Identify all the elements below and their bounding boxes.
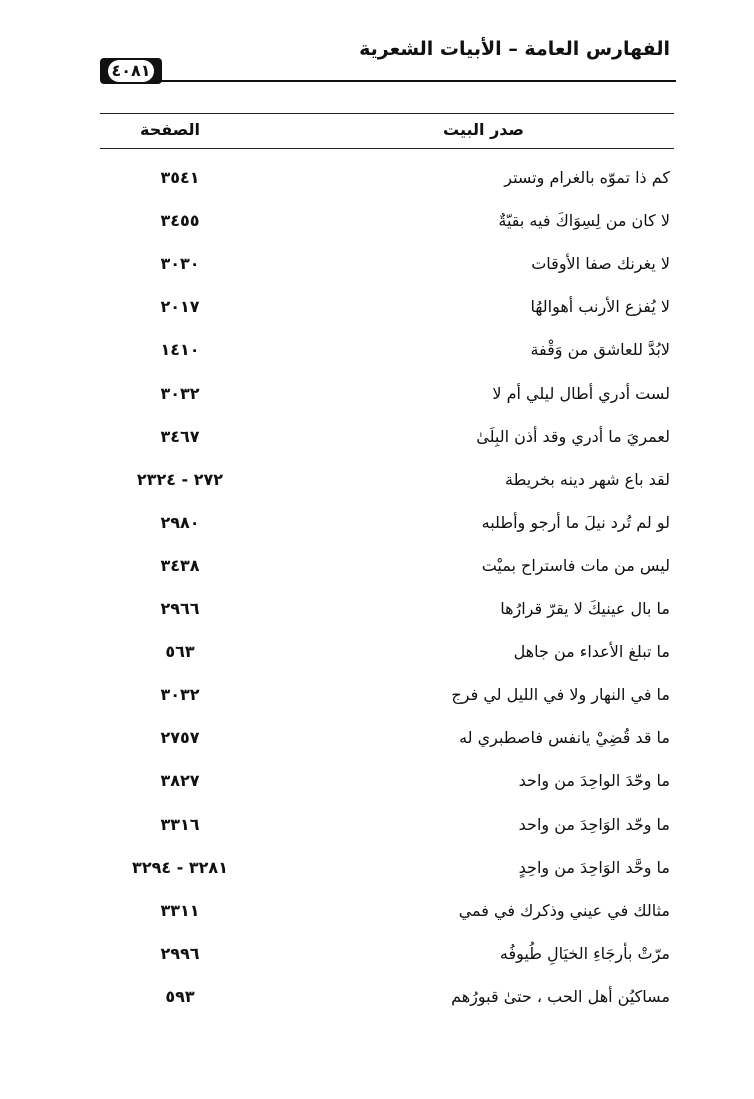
page-reference: ٣٤٣٨ [160,555,200,575]
page-reference: ٢٠١٧ [160,297,200,317]
table-row: ما بال عينيكَ لا يقرّ قرارُها ٢٩٦٦ [100,594,670,624]
page-number: ٤٠٨١ [108,60,154,82]
page-reference: ٣٢٨١ - ٣٢٩٤ [132,857,228,877]
table-top-rule [100,113,674,114]
verse-opening: مثالك في عيني وذكرك في فمي [458,900,670,920]
page-reference: ٣٤٥٥ [160,211,200,231]
page-reference: ٣٨٢٧ [160,771,200,791]
page-reference: ٣٠٣٢ [160,383,200,403]
verse-opening: كم ذا تموّه بالغرام وتستر [504,168,670,187]
table-row: ما وحّدَ الواحِدَ من واحد ٣٨٢٧ [100,766,670,796]
header-rule [160,80,676,82]
page-reference: ٣٤٦٧ [160,426,200,446]
verse-opening: مرّتْ بأرجَاءِ الخيَالِ طُيوفُه [499,943,670,963]
verse-opening: لقد باع شهر دينه بخريطة [505,469,670,489]
table-row: ما وحّد الوَاحِدَ من واحد ٣٣١٦ [100,810,670,840]
verse-opening: لابُدَّ للعاشق من وَقْفة [530,340,670,360]
page-reference: ٥٦٣ [165,642,195,662]
verse-opening: ما وحَّد الوَاحِدَ من واحِدٍ [518,857,670,877]
verse-opening: لا يغرنك صفا الأوقات [531,254,670,274]
verse-opening: لو لم تُرد نيلَ ما أرجو وأطلبه [481,512,670,532]
verse-opening: لعمريَ ما أدري وقد أذن البِلَىٰ [476,426,670,446]
page-reference: ٢٧٢ - ٢٣٢٤ [136,469,224,489]
table-row: لا يُفزع الأرنب أهوالهُا ٢٠١٧ [100,292,670,322]
table-row: لعمريَ ما أدري وقد أذن البِلَىٰ ٣٤٦٧ [100,422,670,452]
verse-opening: ما في النهار ولا في الليل لي فرج [451,685,670,705]
table-row: لقد باع شهر دينه بخريطة ٢٧٢ - ٢٣٢٤ [100,465,670,495]
page-reference: ٣٠٣٠ [160,254,200,274]
table-row: ما قد قُضِيْ يانفس فاصطبري له ٢٧٥٧ [100,723,670,753]
running-header-title: الفهارس العامة – الأبيات الشعرية [359,38,670,60]
page-reference: ٥٩٣ [165,986,195,1006]
page-reference: ٢٩٩٦ [160,943,200,963]
table-row: لا كان من لِسِوَاكَ فيه بقيّةٌ ٣٤٥٥ [100,206,670,236]
page-reference: ٢٩٨٠ [160,512,200,532]
verse-opening: ما قد قُضِيْ يانفس فاصطبري له [459,728,670,748]
table-row: ليس من مات فاستراح بميْت ٣٤٣٨ [100,551,670,581]
verse-opening: لا كان من لِسِوَاكَ فيه بقيّةٌ [498,211,670,231]
table-row: ما وحَّد الوَاحِدَ من واحِدٍ ٣٢٨١ - ٣٢٩٤ [100,853,670,883]
verse-opening: ما تبلغ الأعداء من جاهل [513,642,670,662]
page-reference: ٣٠٣٢ [160,685,200,705]
column-header-page: الصفحة [140,120,201,139]
verse-opening: ما وحّد الوَاحِدَ من واحد [518,814,670,834]
verse-opening: ما وحّدَ الواحِدَ من واحد [518,771,670,791]
table-row: لست أدري أطال ليلي أم لا ٣٠٣٢ [100,379,670,409]
verse-opening: لا يُفزع الأرنب أهوالهُا [530,297,670,317]
verse-opening: مساكيُن أهل الحب ، حتىٰ قبورُهم [451,986,670,1006]
page-reference: ٣٥٤١ [160,168,200,187]
table-row: مرّتْ بأرجَاءِ الخيَالِ طُيوفُه ٢٩٩٦ [100,939,670,969]
page-reference: ١٤١٠ [160,340,200,360]
table-row: مساكيُن أهل الحب ، حتىٰ قبورُهم ٥٩٣ [100,982,670,1012]
column-header-verse: صدر البيت [443,120,524,139]
table-header-rule [100,148,674,149]
table-row: لو لم تُرد نيلَ ما أرجو وأطلبه ٢٩٨٠ [100,508,670,538]
table-row: ما تبلغ الأعداء من جاهل ٥٦٣ [100,637,670,667]
table-row: مثالك في عيني وذكرك في فمي ٣٣١١ [100,896,670,926]
page-number-badge: ٤٠٨١ [100,58,162,84]
table-row: ما في النهار ولا في الليل لي فرج ٣٠٣٢ [100,680,670,710]
verse-opening: ما بال عينيكَ لا يقرّ قرارُها [500,599,670,618]
verse-opening: لست أدري أطال ليلي أم لا [492,383,670,403]
page-reference: ٣٣١١ [160,900,200,920]
page-reference: ٢٩٦٦ [160,599,200,618]
page-reference: ٢٧٥٧ [160,728,200,748]
verse-opening: ليس من مات فاستراح بميْت [481,555,670,575]
table-row: لابُدَّ للعاشق من وَقْفة ١٤١٠ [100,335,670,365]
table-row: لا يغرنك صفا الأوقات ٣٠٣٠ [100,249,670,279]
table-row: كم ذا تموّه بالغرام وتستر ٣٥٤١ [100,163,670,193]
page-reference: ٣٣١٦ [160,814,200,834]
